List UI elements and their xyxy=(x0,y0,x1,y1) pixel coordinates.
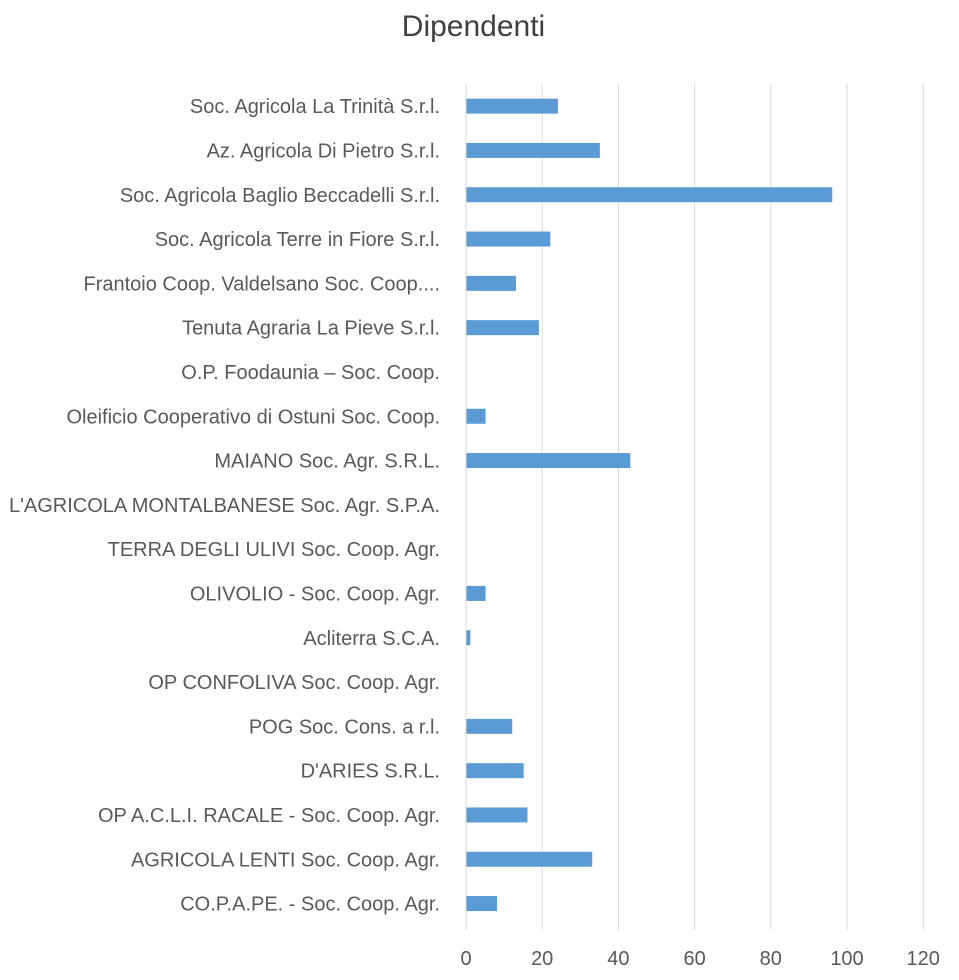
x-tick-label: 80 xyxy=(760,948,782,970)
x-tick-label: 40 xyxy=(607,948,629,970)
x-tick-label: 20 xyxy=(531,948,553,970)
bar xyxy=(466,718,513,734)
bar xyxy=(466,320,539,336)
category-label: Tenuta Agraria La Pieve S.r.l. xyxy=(182,318,440,340)
bar xyxy=(466,896,497,912)
bar xyxy=(466,98,558,114)
bar xyxy=(466,585,486,601)
bar xyxy=(466,453,631,469)
category-label: Az. Agricola Di Pietro S.r.l. xyxy=(207,140,440,162)
x-tick-label: 60 xyxy=(683,948,705,970)
category-label: OLIVOLIO - Soc. Coop. Agr. xyxy=(190,583,440,605)
bar xyxy=(466,807,528,823)
x-tick-label: 120 xyxy=(907,948,940,970)
bar xyxy=(466,763,524,779)
category-label: Soc. Agricola Terre in Fiore S.r.l. xyxy=(155,229,440,251)
category-label: Soc. Agricola Baglio Beccadelli S.r.l. xyxy=(120,185,440,207)
bar xyxy=(466,408,486,424)
category-label: O.P. Foodaunia – Soc. Coop. xyxy=(181,362,440,384)
bar xyxy=(466,630,471,646)
category-label: Oleificio Cooperativo di Ostuni Soc. Coo… xyxy=(66,406,440,428)
category-label: Soc. Agricola La Trinità S.r.l. xyxy=(190,96,440,118)
category-label: Frantoio Coop. Valdelsano Soc. Coop.... xyxy=(83,273,440,295)
category-label: CO.P.A.PE. - Soc. Coop. Agr. xyxy=(180,894,440,916)
category-label: Acliterra S.C.A. xyxy=(303,628,440,650)
category-label: L'AGRICOLA MONTALBANESE Soc. Agr. S.P.A. xyxy=(9,495,440,517)
category-label: D'ARIES S.R.L. xyxy=(301,761,440,783)
bar xyxy=(466,275,517,291)
chart-title: Dipendenti xyxy=(401,10,546,43)
bar xyxy=(466,231,551,247)
category-label: MAIANO Soc. Agr. S.R.L. xyxy=(214,451,440,473)
category-label: OP CONFOLIVA Soc. Coop. Agr. xyxy=(148,672,440,694)
x-tick-label: 0 xyxy=(460,948,471,970)
category-label: TERRA DEGLI ULIVI Soc. Coop. Agr. xyxy=(108,539,440,561)
bar xyxy=(466,142,600,158)
category-label: AGRICOLA LENTI Soc. Coop. Agr. xyxy=(131,849,440,871)
category-label: POG Soc. Cons. a r.l. xyxy=(249,716,440,738)
x-tick-label: 100 xyxy=(830,948,863,970)
category-label: OP A.C.L.I. RACALE - Soc. Coop. Agr. xyxy=(98,805,440,827)
bar xyxy=(466,187,833,203)
bar xyxy=(466,851,593,867)
